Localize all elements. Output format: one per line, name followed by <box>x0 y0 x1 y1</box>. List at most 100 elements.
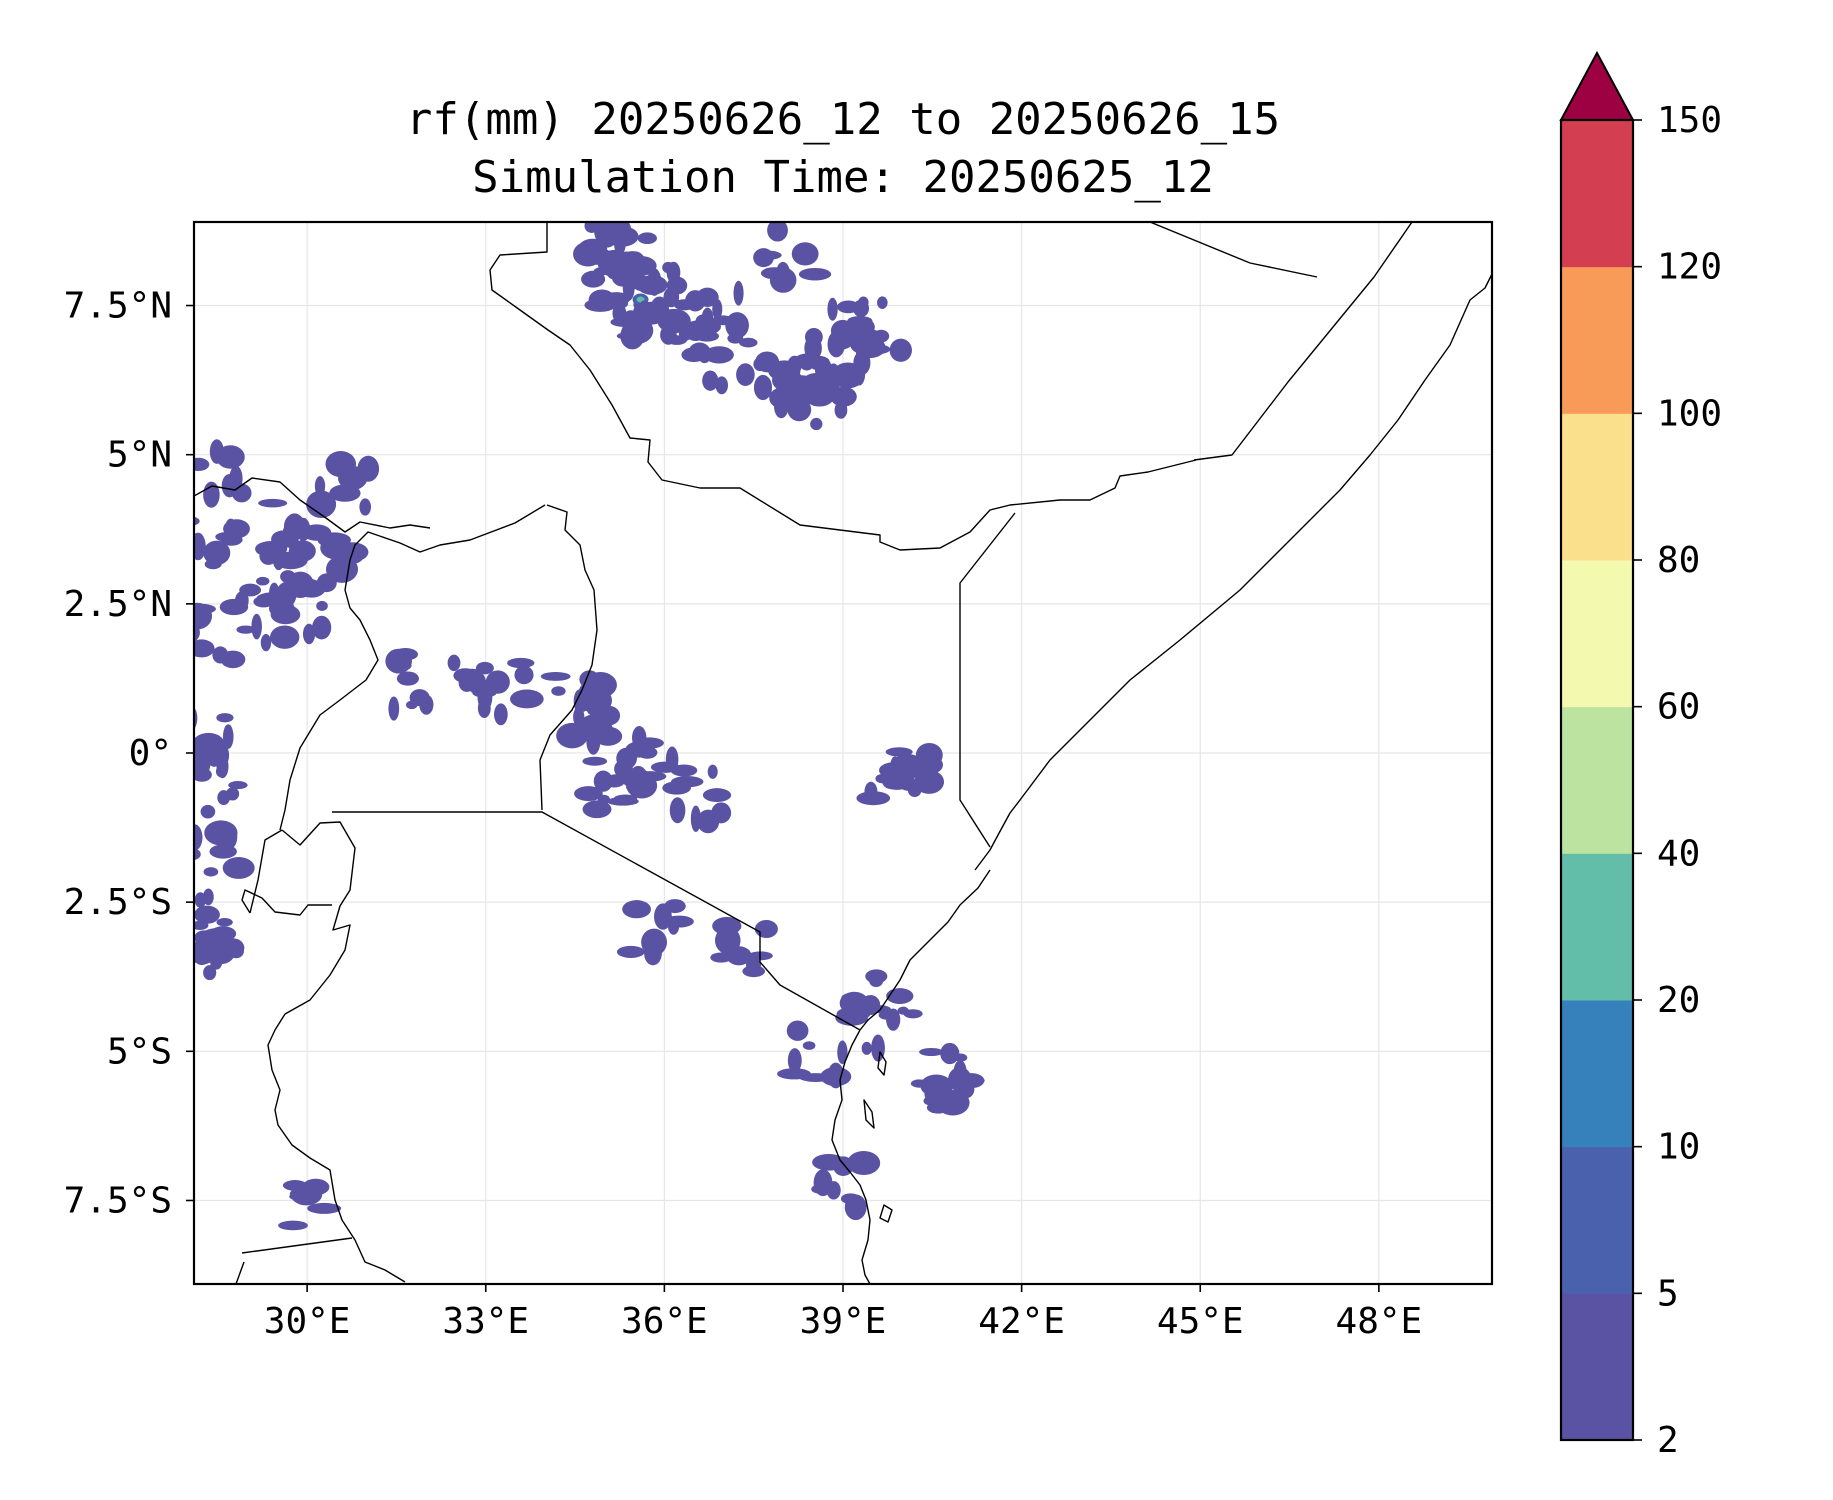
rain-patch <box>194 732 225 756</box>
rain-patch <box>314 476 326 496</box>
rain-patch <box>869 974 884 988</box>
rain-patch <box>948 1067 972 1092</box>
lat-tick-label: 7.5°S <box>64 1180 172 1221</box>
rain-patch <box>216 713 234 723</box>
colorbar-tick-label: 120 <box>1657 247 1722 288</box>
rain-patch <box>260 634 272 652</box>
rain-patch <box>312 615 332 640</box>
rain-patch <box>325 450 357 478</box>
rain-patch <box>582 756 608 766</box>
rain-patch <box>215 532 238 542</box>
rain-patch <box>388 696 400 721</box>
rain-patch <box>612 303 627 323</box>
rain-patch <box>787 1048 802 1073</box>
rain-patch <box>507 657 535 669</box>
rain-patch <box>878 1010 893 1020</box>
rain-patch <box>753 374 773 401</box>
lon-tick-label: 45°E <box>1157 1301 1244 1342</box>
rain-patch <box>614 238 626 254</box>
rain-patch <box>637 232 657 245</box>
rain-patch <box>222 724 234 749</box>
rain-patch <box>477 698 491 719</box>
colorbar-segment <box>1561 706 1633 854</box>
rain-patch <box>203 965 217 981</box>
rain-patch <box>852 299 870 318</box>
rain-patch <box>803 384 835 407</box>
lon-tick-label: 33°E <box>442 1301 529 1342</box>
rain-patch <box>637 300 652 327</box>
colorbar-segment <box>1561 560 1633 708</box>
colorbar-segment <box>1561 1293 1633 1441</box>
rain-patch <box>223 476 236 491</box>
rain-patch <box>739 337 758 348</box>
rain-patch <box>940 1042 960 1065</box>
rain-patch <box>396 671 419 686</box>
rain-patch <box>727 333 744 344</box>
rain-patch <box>219 598 249 616</box>
rain-patch <box>622 900 651 919</box>
rain-patch <box>907 756 919 769</box>
rain-patch <box>914 769 945 794</box>
rain-patch <box>662 261 675 274</box>
rain-patch <box>628 765 648 793</box>
rain-patch <box>736 363 755 387</box>
colorbar-tick-label: 5 <box>1657 1273 1679 1314</box>
rain-patch <box>702 788 732 803</box>
colorbar-tick-label: 10 <box>1657 1127 1700 1168</box>
rain-patch <box>389 660 412 671</box>
rain-patch <box>194 639 215 658</box>
coastline-borders <box>194 222 1492 1284</box>
rain-patch <box>611 267 633 287</box>
rain-patch <box>745 957 762 973</box>
colorbar-tick-label: 80 <box>1657 540 1700 581</box>
rain-patch <box>811 1184 828 1194</box>
rain-patch <box>903 1009 923 1019</box>
rain-patch <box>447 654 461 672</box>
lon-tick-label: 39°E <box>800 1301 887 1342</box>
rain-patch <box>330 564 346 575</box>
plot-subtitle: Simulation Time: 20250625_12 <box>472 152 1214 203</box>
rain-patch <box>359 498 372 516</box>
rain-patch <box>616 747 637 770</box>
rain-patch <box>604 226 639 247</box>
colorbar-tick-label: 60 <box>1657 687 1700 728</box>
rain-patch <box>636 746 658 759</box>
rain-patch <box>194 516 200 526</box>
rain-patch <box>210 954 223 970</box>
rain-patch <box>573 706 585 728</box>
rain-patch <box>584 672 617 698</box>
rain-patch <box>357 455 380 482</box>
rain-patch <box>613 794 638 803</box>
latitude-ticks: 7.5°N 5°N 2.5°N 0° 2.5°S 5°S 7.5°S <box>64 286 194 1221</box>
rain-patch <box>924 1082 947 1106</box>
colorbar-segment <box>1561 413 1633 561</box>
rain-patch <box>812 1153 846 1171</box>
rain-patch <box>810 417 823 431</box>
rain-patch <box>194 602 213 630</box>
rain-patch <box>593 267 608 277</box>
rain-patch <box>200 804 216 819</box>
rain-patch <box>578 238 608 257</box>
rain-patch <box>798 267 832 281</box>
rain-patch <box>775 261 791 286</box>
rain-patch <box>837 1040 848 1065</box>
plot-title: rf(mm) 20250626_12 to 20250626_15 <box>405 94 1281 145</box>
rain-patch <box>786 1020 809 1041</box>
rain-patch <box>510 689 544 709</box>
rain-patch <box>221 938 245 958</box>
rain-patch <box>551 686 566 696</box>
lat-tick-label: 2.5°S <box>64 882 172 923</box>
rain-patch <box>883 778 911 790</box>
lat-tick-label: 5°N <box>107 435 172 476</box>
rain-patch <box>194 623 200 642</box>
rain-patch <box>320 536 352 560</box>
rain-patch <box>306 490 337 519</box>
colorbar-segment <box>1561 266 1633 414</box>
colorbar-segment <box>1561 853 1633 1001</box>
rainfall-field <box>194 222 985 1231</box>
rain-patch <box>634 737 664 749</box>
rain-patch <box>494 703 508 726</box>
rain-patch <box>296 517 311 542</box>
rain-patch <box>633 274 648 290</box>
